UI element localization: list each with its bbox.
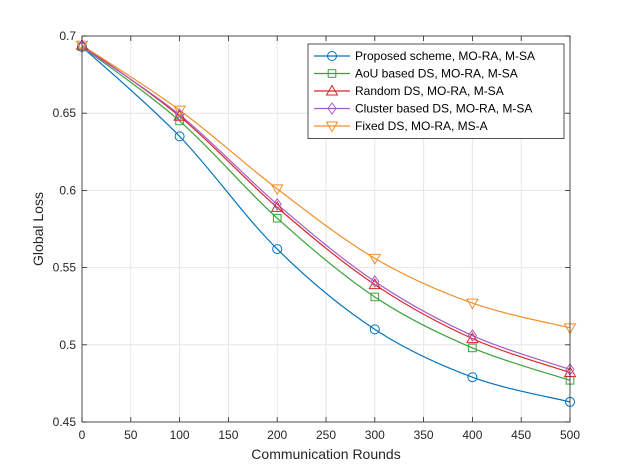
x-tick-label: 450	[511, 428, 531, 442]
legend-label-1: AoU based DS, MO-RA, M-SA	[355, 67, 518, 81]
data-point	[370, 292, 380, 302]
data-point	[467, 372, 478, 383]
y-tick-label: 0.5	[59, 338, 76, 352]
x-tick-label: 200	[267, 428, 287, 442]
legend: Proposed scheme, MO-RA, M-SA AoU based DS…	[307, 43, 565, 139]
data-point	[272, 244, 283, 255]
legend-marker-1	[327, 69, 337, 78]
data-point	[173, 105, 186, 117]
legend-label-2: Random DS, MO-RA, M-SA	[355, 84, 504, 98]
series-line-3	[81, 46, 571, 371]
x-tick-label: 0	[79, 428, 86, 442]
series-lines	[81, 44, 571, 403]
x-tick-label: 50	[124, 428, 138, 442]
data-point	[370, 275, 380, 288]
data-point	[272, 213, 282, 223]
axis-ticks: 0 50 100 150 200 250 300 350 400 450 500 0.45 0.5 0.5…	[53, 29, 581, 442]
data-point	[467, 329, 478, 342]
series-line-4	[81, 44, 571, 329]
data-point	[175, 116, 184, 126]
y-tick-label: 0.55	[53, 261, 77, 275]
y-axis-label: Global Loss	[30, 192, 46, 266]
x-axis-label: Communication Rounds	[251, 446, 400, 462]
legend-label-4: Fixed DS, MO-RA, MS-A	[355, 119, 488, 133]
legend-box	[307, 43, 565, 139]
legend-marker-2	[325, 84, 339, 96]
data-point	[270, 184, 284, 196]
x-tick-label: 300	[365, 428, 385, 442]
legend-marker-3	[327, 102, 337, 115]
y-tick-label: 0.45	[53, 415, 77, 429]
data-point	[369, 324, 380, 335]
y-tick-label: 0.6	[59, 183, 76, 197]
legend-marker-0	[327, 51, 337, 61]
legend-label-3: Cluster based DS, MO-RA, M-SA	[355, 102, 532, 116]
data-point	[174, 131, 185, 142]
series-line-1	[81, 46, 571, 381]
x-tick-label: 400	[462, 428, 482, 442]
legend-label-0: Proposed scheme, MO-RA, M-SA	[355, 49, 535, 63]
data-point	[468, 343, 477, 353]
y-tick-label: 0.65	[53, 106, 77, 120]
data-point	[368, 253, 382, 265]
y-tick-label: 0.7	[59, 29, 76, 43]
x-tick-label: 150	[218, 428, 238, 442]
data-point	[466, 298, 479, 310]
series-line-2	[81, 44, 571, 374]
legend-marker-4	[325, 121, 339, 133]
x-tick-label: 350	[414, 428, 434, 442]
x-tick-label: 250	[316, 428, 336, 442]
x-tick-label: 500	[560, 428, 580, 442]
data-point	[174, 108, 185, 122]
x-tick-label: 100	[170, 428, 190, 442]
data-point	[272, 197, 282, 211]
